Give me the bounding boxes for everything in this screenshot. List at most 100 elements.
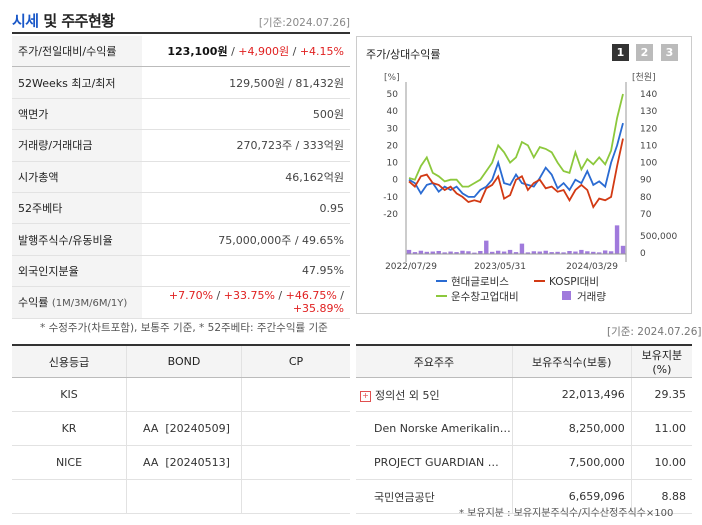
volume-bar [495, 250, 501, 254]
base-date: [기준:2024.07.26] [258, 17, 350, 29]
table-header-row: 주요주주 보유주식수(보통) 보유지분(%) [356, 345, 692, 378]
row-value: 129,500원 / 81,432원 [142, 66, 350, 99]
table-row: 액면가 500원 [12, 98, 350, 131]
volume-bar [549, 252, 554, 254]
chart-page-button-3[interactable]: 3 [661, 44, 678, 61]
table-header-row: 신용등급 BOND CP [12, 345, 350, 378]
agency-cell: NICE [12, 445, 127, 480]
right-tick-label: 110 [640, 141, 657, 151]
table-row: 거래량/거래대금 270,723주 / 333억원 [12, 129, 350, 162]
volume-bar [573, 251, 578, 254]
shares-cell: 7,500,000 [512, 445, 632, 480]
row-label: 거래량/거래대금 [12, 129, 142, 162]
volume-bar [543, 250, 548, 254]
chart-page-button-1[interactable]: 1 [612, 44, 629, 61]
legend-label: 운수창고업대비 [451, 290, 519, 303]
table-row: 주가/전일대비/수익률 123,100원 / +4,900원 / +4.15% [12, 36, 350, 68]
holder-name-cell: PROJECT GUARDIAN … [356, 445, 513, 480]
volume-bar [614, 225, 620, 254]
volume-bar [484, 240, 489, 254]
table-row: Den Norske Amerikalin… 8,250,000 11.00 [356, 411, 692, 446]
legend-label: 현대글로비스 [451, 276, 509, 288]
legend-label: 거래량 [577, 291, 606, 303]
agency-cell [12, 479, 127, 514]
row-label: 수익률 (1M/3M/6M/1Y) [12, 286, 142, 319]
chart-panel [356, 36, 692, 314]
column-header: CP [241, 345, 350, 378]
table-row: PROJECT GUARDIAN … 7,500,000 10.00 [356, 445, 692, 480]
volume-bar [406, 249, 412, 254]
volume-bar [424, 251, 430, 254]
cp-cell [241, 445, 350, 480]
volume-tick-label: 500,000 [640, 232, 677, 242]
volume-bar [513, 252, 519, 254]
cp-cell [241, 377, 350, 412]
volume-bar [436, 251, 441, 254]
legend-swatch [562, 291, 571, 300]
table-row: KIS [12, 377, 350, 412]
section-title: 시세 및 주주현황 [12, 12, 115, 30]
row-value: 47.95% [142, 255, 350, 288]
shares-cell: 22,013,496 [512, 377, 632, 412]
volume-bar [597, 252, 602, 254]
bond-cell: AA [20240509] [126, 411, 242, 446]
bond-cell [126, 377, 242, 412]
credit-rating-table: 신용등급 BOND CP KIS KR AA [20240509] NICE AA … [12, 344, 350, 514]
volume-tick-label: 0 [640, 249, 646, 259]
price-summary-table: 주가/전일대비/수익률 123,100원 / +4,900원 / +4.15% … [12, 36, 350, 319]
bond-cell [126, 479, 242, 514]
legend-label: KOSPI대비 [549, 276, 599, 288]
table-row: 외국인지분율 47.95% [12, 255, 350, 288]
holders-footnote: * 보유지분 : 보유지분주식수/지수산정주식수×100 [459, 508, 674, 519]
price-change: +4,900원 [238, 45, 290, 59]
column-header: 신용등급 [12, 345, 127, 378]
series-line-1 [408, 122, 624, 198]
volume-bar [531, 251, 537, 254]
price-chart: [%] [천원]50403020100-10-201401301201101009… [383, 72, 677, 303]
volume-bar [537, 251, 542, 254]
row-value: 500원 [142, 98, 350, 131]
footnote: * 수정주가(차트포함), 보통주 기준, * 52주베타: 주간수익률 기준 [40, 322, 328, 334]
agency-cell: KR [12, 411, 127, 446]
plus-icon[interactable]: + [360, 390, 371, 402]
volume-bar [490, 251, 495, 254]
right-tick-label: 70 [640, 210, 652, 220]
row-label: 액면가 [12, 98, 142, 131]
left-tick-label: 20 [387, 141, 399, 151]
table-row: + 정의선 외 5인 22,013,496 29.35 [356, 377, 692, 412]
table-row: 52Weeks 최고/최저 129,500원 / 81,432원 [12, 66, 350, 99]
x-tick-label: 2024/03/29 [566, 262, 618, 272]
left-tick-label: 0 [392, 176, 398, 186]
price-change-pct: +4.15% [299, 45, 344, 59]
volume-bar [466, 251, 471, 254]
row-label: 주가/전일대비/수익률 [12, 36, 142, 68]
volume-bar [525, 252, 531, 254]
left-tick-label: 30 [387, 124, 399, 134]
right-tick-label: 130 [640, 107, 657, 117]
volume-bar [478, 251, 483, 254]
column-header: BOND [126, 345, 242, 378]
stake-cell: 29.35 [631, 377, 692, 412]
left-axis-unit: [%] [384, 73, 400, 83]
right-tick-label: 90 [640, 176, 652, 186]
stake-cell: 11.00 [631, 411, 692, 446]
volume-bar [454, 252, 459, 254]
volume-bar [501, 251, 507, 254]
holder-name-cell[interactable]: + 정의선 외 5인 [356, 377, 513, 412]
left-tick-label: 50 [387, 90, 399, 100]
table-row: NICE AA [20240513] [12, 445, 350, 480]
table-row: KR AA [20240509] [12, 411, 350, 446]
series-line-2 [408, 138, 624, 210]
left-tick-label: -10 [383, 193, 398, 203]
table-row: 52주베타 0.95 [12, 192, 350, 225]
row-label: 외국인지분율 [12, 255, 142, 288]
chart-page-button-2[interactable]: 2 [636, 44, 653, 61]
left-tick-label: 10 [387, 159, 399, 169]
column-header: 주요주주 [356, 345, 513, 378]
volume-bar [567, 251, 572, 254]
x-tick-label: 2022/07/29 [385, 262, 437, 272]
holder-name-cell: 국민연금공단 [356, 479, 513, 514]
volume-bar [591, 251, 596, 254]
volume-bar [472, 252, 477, 254]
stake-cell: 10.00 [631, 445, 692, 480]
